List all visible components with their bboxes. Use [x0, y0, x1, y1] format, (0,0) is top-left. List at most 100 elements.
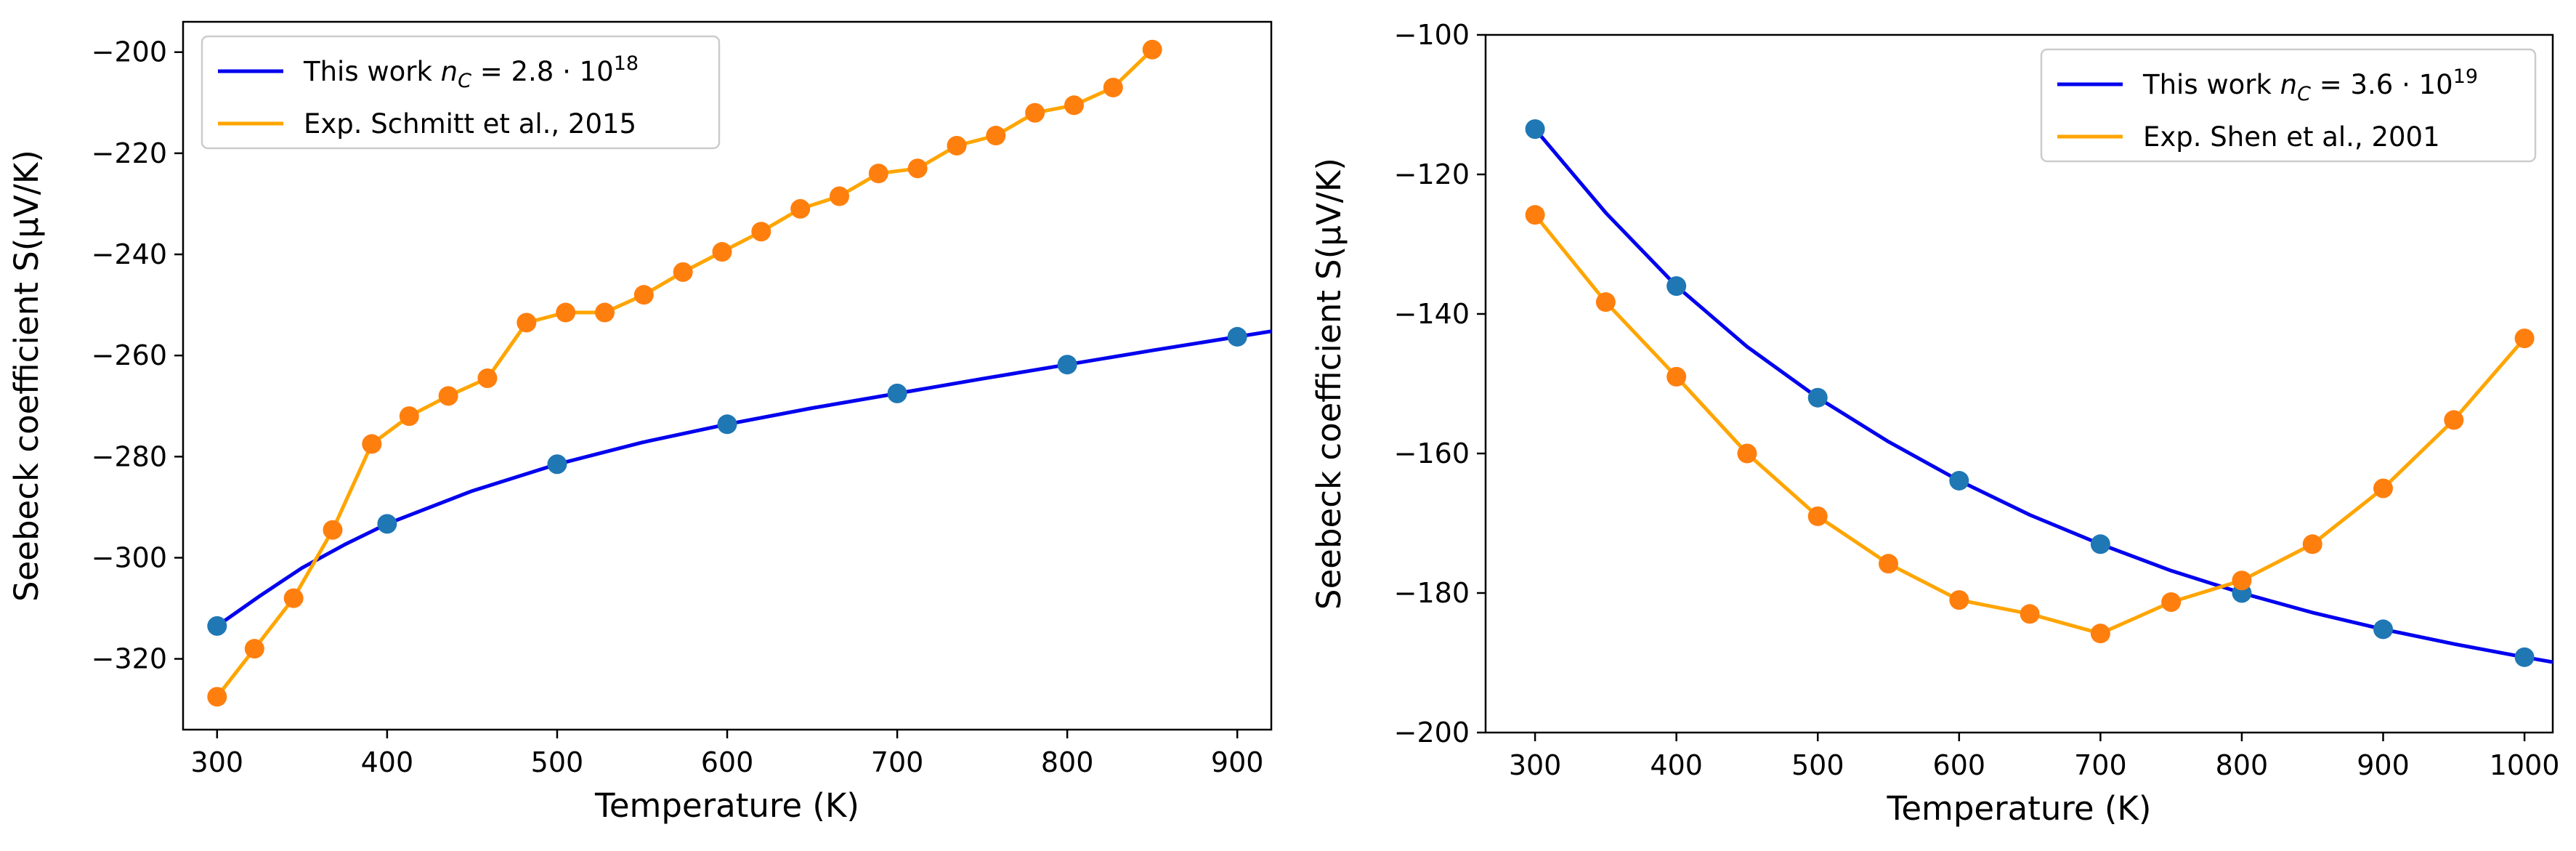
chart-1: 300 400 500 600 700 800 900 −320 −300 −280 −260 −24…	[7, 20, 1273, 825]
chart-1-series-1-point	[207, 616, 227, 636]
chart-1-series-2-point	[477, 368, 498, 388]
chart-2-legend-label-1: This work nC = 3.6 · 1019	[2142, 65, 2478, 105]
chart-1-series-2-point	[1025, 102, 1045, 123]
chart-1-series-2-point	[790, 198, 811, 219]
chart-2-series-2-point	[1595, 292, 1616, 312]
chart-2-series-1-point	[2090, 534, 2110, 554]
chart-2-ytick-label: −180	[1394, 577, 1470, 609]
chart-1-series-2-point	[244, 639, 264, 659]
chart-1-series-1-point	[887, 383, 907, 403]
chart-2-ytick-label: −120	[1394, 158, 1470, 190]
chart-2-xtick-label: 500	[1791, 749, 1844, 781]
chart-1-series-2-point	[907, 158, 928, 179]
chart-1-series-1-point	[377, 514, 397, 534]
chart-1-xtick-label: 700	[871, 746, 924, 778]
chart-1-series-2-point	[829, 186, 849, 206]
chart-2-legend-box	[2040, 48, 2537, 163]
chart-2-ytick-label: −200	[1394, 717, 1470, 749]
chart-2-xtick-label: 300	[1509, 749, 1562, 781]
chart-2-ylabel: Seebeck coefficient S(μV/K)	[1310, 158, 1348, 610]
chart-2-ytick-label: −160	[1394, 437, 1470, 469]
chart-1-ytick-label: −240	[92, 238, 167, 270]
chart-1-legend-label-2: Exp. Schmitt et al., 2015	[304, 108, 636, 140]
chart-2: 300 400 500 600 700 800 900 1000 −200 −180 −160 −14…	[1310, 19, 2559, 828]
chart-1-series-2-point	[1142, 39, 1162, 60]
chart-1-series-2-point	[362, 434, 382, 454]
chart-2-legend-label-2: Exp. Shen et al., 2001	[2143, 121, 2440, 153]
chart-1-xtick-label: 900	[1211, 746, 1264, 778]
chart-1-series-2-point	[1103, 77, 1123, 97]
chart-2-series-2-point	[1737, 443, 1757, 464]
chart-1-plot-area	[207, 39, 1271, 707]
chart-2-axes-frame	[1484, 33, 2554, 734]
chart-2-series-1-point	[2373, 619, 2394, 640]
chart-2-ytick-label: −100	[1394, 19, 1470, 51]
chart-1-series-1-line	[215, 329, 1271, 628]
chart-2-series-2-line	[1533, 213, 2527, 636]
chart-2-xtick-label: 800	[2216, 749, 2269, 781]
chart-2-xtick-label: 400	[1650, 749, 1703, 781]
chart-2-series-1-point	[1949, 470, 1969, 491]
chart-1-ytick-label: −320	[92, 643, 167, 675]
chart-1-ytick-label: −260	[92, 339, 167, 371]
chart-1-series-2-point	[712, 242, 732, 262]
chart-2-series-1-point	[1666, 276, 1687, 297]
chart-2-series-2-point	[2232, 570, 2252, 591]
chart-2-legend: This work nC = 3.6 · 1019 Exp. Shen et al…	[2040, 48, 2537, 163]
chart-1-legend-box	[201, 35, 721, 150]
chart-1-series-1-point	[547, 454, 567, 475]
chart-1-ytick-label: −280	[92, 440, 167, 472]
chart-1-series-2-point	[283, 588, 304, 608]
chart-2-series-2-point	[1949, 590, 1969, 610]
chart-1-series-2-point	[399, 406, 419, 427]
chart-1-legend: This work nC = 2.8 · 1018 Exp. Schmitt et…	[201, 35, 721, 150]
chart-2-xtick-label: 600	[1933, 749, 1986, 781]
chart-1-ytick-label: −220	[92, 137, 167, 169]
chart-1-series-2-point	[986, 126, 1006, 146]
chart-2-series-2-point	[2373, 478, 2394, 499]
chart-1-series-1-point	[717, 414, 737, 435]
chart-1-series-2-point	[673, 262, 693, 282]
chart-1-ytick-label: −300	[92, 541, 167, 573]
chart-2-series-2-point	[2514, 328, 2535, 349]
chart-1-ylabel: Seebeck coefficient S(μV/K)	[7, 150, 46, 602]
chart-2-series-1-point	[1807, 387, 1828, 408]
chart-1-xtick-label: 500	[531, 746, 584, 778]
chart-2-series-2-point	[1525, 205, 1545, 225]
chart-2-series-2-point	[1666, 366, 1687, 387]
chart-1-xlabel: Temperature (K)	[594, 786, 859, 825]
chart-2-series-2-point	[1807, 506, 1828, 526]
chart-1-series-2-point	[438, 386, 458, 406]
chart-2-xtick-label: 1000	[2490, 749, 2560, 781]
chart-1-series-2-point	[947, 135, 967, 156]
chart-2-ytick-label: −140	[1394, 298, 1470, 330]
chart-2-series-1-point	[1525, 119, 1545, 140]
chart-2-series-2-point	[2302, 534, 2322, 554]
chart-2-series-2-point	[2090, 624, 2110, 644]
chart-1-series-2-point	[207, 687, 227, 707]
chart-1-series-2-point	[594, 302, 615, 323]
chart-1-series-2-point	[751, 222, 771, 242]
chart-2-series-2-point	[2161, 592, 2182, 612]
chart-1-legend-label-1: This work nC = 2.8 · 1018	[303, 52, 639, 92]
chart-1-series-2-point	[1064, 95, 1084, 116]
chart-1-xtick-label: 800	[1041, 746, 1094, 778]
chart-2-xtick-label: 900	[2357, 749, 2410, 781]
chart-2-series-2-point	[1879, 554, 1899, 574]
chart-1-xtick-label: 600	[701, 746, 754, 778]
chart-1-series-1-point	[1227, 326, 1247, 347]
chart-1-xtick-label: 300	[191, 746, 244, 778]
chart-1-series-2-point	[868, 164, 888, 184]
chart-2-series-2-point	[2444, 410, 2464, 430]
chart-1-series-2-point	[556, 302, 576, 323]
chart-2-xlabel: Temperature (K)	[1887, 789, 2152, 828]
chart-1-series-2-point	[323, 520, 343, 540]
chart-1-series-1-point	[1057, 355, 1077, 375]
chart-2-series-1-point	[2514, 647, 2535, 667]
chart-2-series-1-line	[1533, 127, 2553, 664]
chart-1-ytick-label: −200	[92, 36, 167, 68]
chart-1-series-2-point	[517, 312, 537, 333]
chart-2-series-2-point	[2020, 604, 2040, 624]
chart-2-plot-area	[1525, 119, 2553, 667]
